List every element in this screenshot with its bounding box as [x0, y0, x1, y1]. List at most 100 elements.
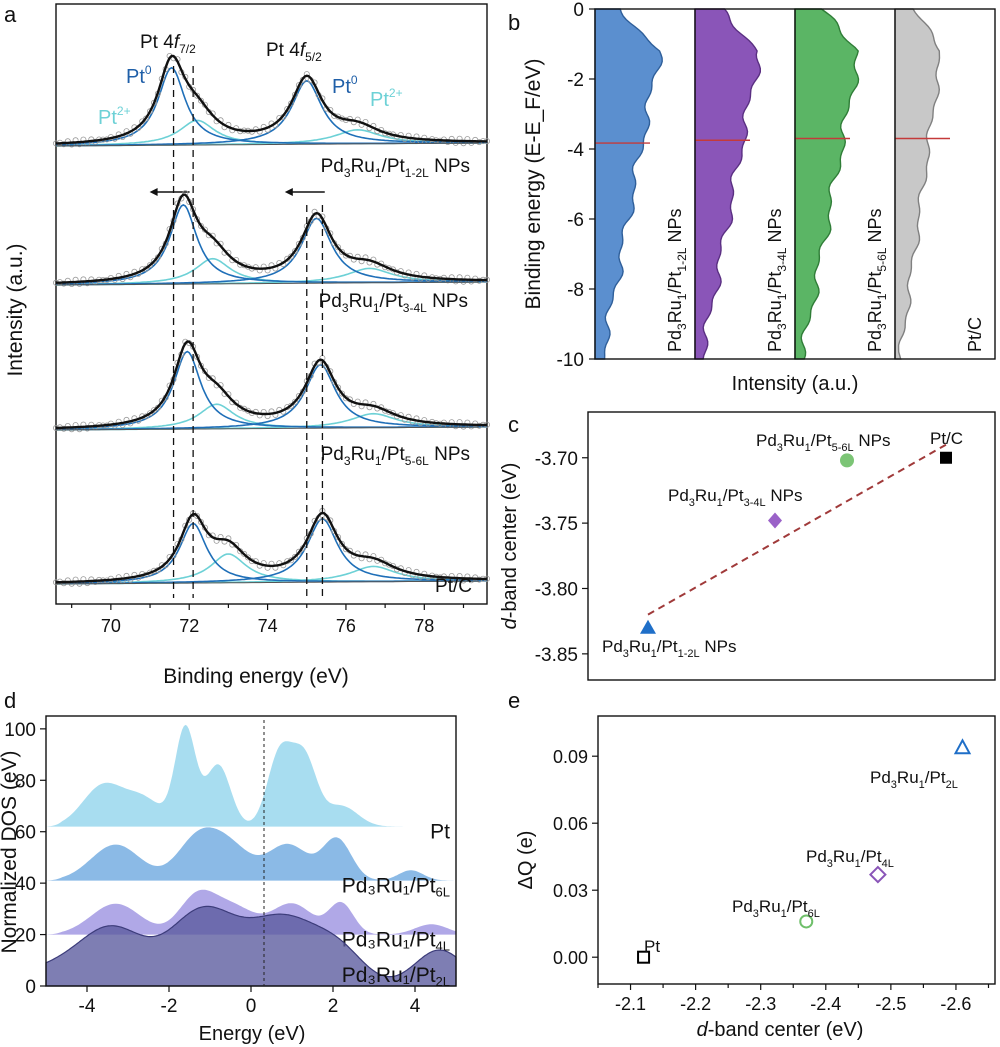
point-pt2l: [953, 738, 972, 755]
xps-raw-point: [146, 108, 153, 115]
point-label-pt2l: Pd3Ru1/Pt2L: [870, 768, 958, 791]
panel-label-d: d: [4, 688, 16, 713]
panel-label-c: c: [508, 412, 519, 437]
dos-strip-pt56: [794, 8, 860, 360]
dos-area-pt: [46, 724, 456, 827]
xps-baseline-ptc: [55, 580, 480, 585]
panel-label-b: b: [508, 10, 520, 35]
point-label-pt6l: Pd3Ru1/Pt6L: [732, 897, 820, 920]
xps-raw-point: [150, 257, 157, 264]
point-ptc: [940, 451, 952, 464]
panel-b-xlabel: Intensity (a.u.): [732, 373, 859, 395]
panel-e-ytick-label: 0.03: [553, 881, 588, 901]
panel-c-ylabel: d-band center (eV): [499, 463, 521, 630]
panel-label-e: e: [508, 688, 520, 713]
xps-raw-point: [197, 97, 204, 104]
panel-b-ytick-label: -4: [567, 140, 584, 161]
panel-d-xtick-label: -2: [161, 996, 178, 1017]
series-label-pt12: Pd3Ru1/Pt1-2L NPs: [321, 156, 470, 180]
xps-component-pt34-2: [55, 203, 487, 285]
dos-area-pt4l: [46, 889, 456, 935]
xps-raw-point: [146, 410, 153, 417]
panel-d-ylabel: Normalized DOS (eV): [0, 750, 21, 953]
panel-e-frame: [597, 715, 996, 985]
point-pt: [637, 950, 651, 964]
panel-c-frame: [587, 411, 996, 681]
xps-raw-point: [244, 554, 251, 561]
xps-component-pt56-2: [56, 350, 487, 430]
panel-b-ytick-label: -8: [567, 280, 584, 301]
panel-e-ytick-label: 0.06: [553, 814, 588, 834]
dos-area-label-pt4l: Pd₃Ru₁/Pt4L: [342, 929, 450, 954]
point-label-pt12: Pd3Ru1/Pt1-2L NPs: [602, 637, 736, 660]
point-label-pt4l: Pd3Ru1/Pt4L: [806, 847, 894, 870]
panel-b-dos-chart: Pd3Ru1/Pt1-2L NPs Pd3Ru1/Pt3-4L NPs Pd3Ru1…: [522, 0, 996, 395]
dos-strip-pt12: [594, 8, 663, 360]
panel-b-frame: [594, 8, 996, 360]
series-label-ptc: Pt/C: [435, 576, 472, 597]
panel-d-xtick-label: 0: [246, 996, 257, 1017]
panel-d-dos-chart: Pt Pd₃Ru₁/Pt6L Pd₃Ru₁/Pt4L Pd₃Ru₁/Pt2L -4 -2…: [0, 715, 457, 1045]
dos-strip-label-pt12: Pd3Ru1/Pt1-2L NPs: [665, 209, 689, 352]
xps-raw-point: [146, 261, 153, 268]
point-label-pt34: Pd3Ru1/Pt3-4L NPs: [668, 486, 802, 509]
point-label-ptc: Pt/C: [930, 429, 963, 448]
dos-area-pt6l: [46, 827, 456, 881]
panel-d-ytick-label: 40: [15, 874, 36, 895]
panel-b-ytick-label: -2: [567, 70, 584, 91]
shift-arrow-head: [149, 188, 158, 196]
panel-a-xtick-label: 70: [101, 616, 121, 636]
panel-e-xtick-label: -2.2: [680, 994, 711, 1014]
panel-e-ytick-label: 0.00: [553, 948, 588, 968]
panel-e-charge-chart: -2.1 -2.2 -2.3 -2.4 -2.5 -2.6 0.00 0.03 0.06 0.09…: [515, 715, 996, 1041]
xps-baseline-pt56: [55, 426, 480, 431]
point-pt56: [840, 453, 854, 468]
dos-strip-label-pt56: Pd3Ru1/Pt5-6L NPs: [865, 209, 889, 352]
point-pt34: [768, 512, 782, 529]
dos-area-label-pt2l: Pd₃Ru₁/Pt2L: [342, 964, 450, 989]
panel-d-xtick-label: 4: [410, 996, 421, 1017]
panel-d-xtick-label: 2: [328, 996, 339, 1017]
label-pt2-right: Pt2+: [370, 86, 403, 111]
dos-strip-label-ptc: Pt/C: [965, 317, 985, 352]
xps-raw-point: [288, 402, 295, 409]
dos-area-pt2l: [45, 905, 457, 987]
panel-a-xtick-label: 78: [414, 616, 434, 636]
panel-c-ytick-label: -3.85: [535, 645, 578, 666]
panel-b-ytick-label: 0: [573, 0, 584, 21]
xps-raw-point: [291, 553, 298, 560]
shift-arrow-head: [284, 188, 293, 196]
xps-raw-point: [335, 244, 342, 251]
xps-raw-point: [291, 248, 298, 255]
trend-line: [647, 443, 947, 616]
label-pt2-left: Pt2+: [98, 104, 131, 129]
xps-component-pt34-3: [56, 217, 488, 286]
panel-e-ylabel: ΔQ (e): [515, 831, 537, 890]
xps-component-ptc-3: [56, 517, 487, 585]
panel-a-xtick-label: 74: [258, 616, 278, 636]
series-label-pt56: Pd3Ru1/Pt5-6L NPs: [321, 444, 470, 468]
panel-d-ytick-label: 20: [15, 926, 36, 947]
xps-raw-point: [338, 248, 345, 255]
series-label-pt34: Pd3Ru1/Pt3-4L NPs: [319, 291, 468, 315]
xps-raw-point: [241, 550, 248, 557]
xps-raw-point: [295, 548, 302, 555]
panel-c-ytick-label: -3.80: [535, 579, 578, 600]
xps-raw-point: [338, 540, 345, 547]
xps-raw-point: [342, 546, 349, 553]
panel-e-xlabel: d-band center (eV): [697, 1019, 864, 1041]
panel-c-dband-chart: -3.70 -3.75 -3.80 -3.85 Pd3Ru1/Pt1-2L NPs Pd…: [499, 411, 996, 681]
panel-a-ylabel: Intensity (a.u.): [4, 243, 27, 376]
panel-a-xps-chart: 70 72 74 76 78 Intensity (a.u.) Binding ener…: [4, 3, 490, 688]
panel-d-ytick-label: 80: [15, 771, 36, 792]
panel-b-ytick-label: -6: [567, 210, 584, 231]
point-pt4l: [868, 865, 887, 884]
point-label-pt56: Pd3Ru1/Pt5-6L NPs: [756, 431, 890, 454]
label-pt4f72: Pt 4f7/2: [140, 32, 196, 56]
xps-raw-point: [291, 398, 298, 405]
panel-c-ytick-label: -3.75: [535, 514, 578, 535]
point-label-pt: Pt: [644, 937, 660, 956]
panel-d-xlabel: Energy (eV): [199, 1023, 306, 1045]
dos-area-label-pt6l: Pd₃Ru₁/Pt6L: [342, 875, 450, 900]
